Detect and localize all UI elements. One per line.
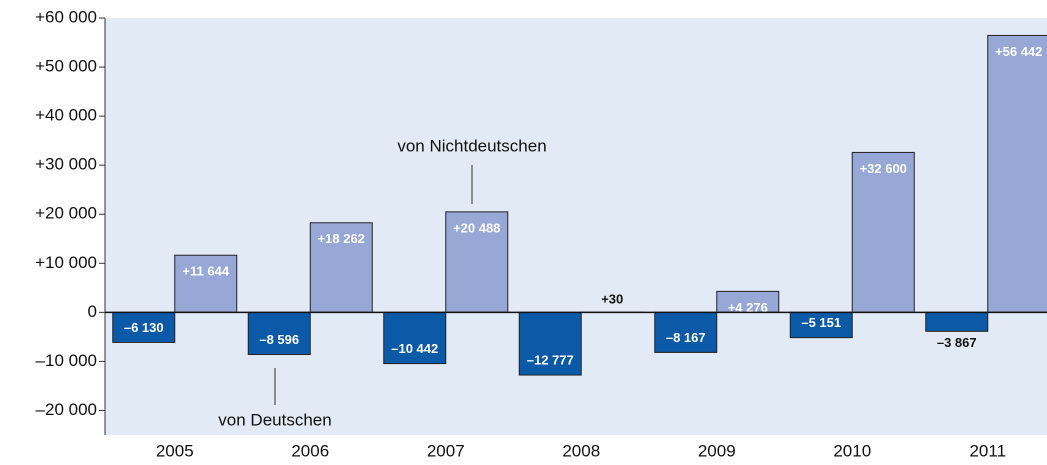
value-label: –5 151 (801, 315, 841, 330)
value-label: –12 777 (527, 352, 574, 367)
value-label: +20 488 (453, 220, 500, 235)
value-label: –10 442 (391, 341, 438, 356)
bar (112, 311, 176, 343)
value-label: +30 (601, 292, 623, 307)
y-tick-label: 0 (88, 302, 97, 321)
value-label: +11 644 (182, 264, 229, 279)
y-tick-label: +20 000 (35, 204, 97, 223)
value-label: –3 867 (937, 335, 977, 350)
bar (247, 311, 311, 356)
value-label: –8 596 (259, 332, 299, 347)
value-label: +4 276 (728, 300, 768, 315)
x-tick-label: 2011 (969, 441, 1006, 460)
y-tick-label: –20 000 (36, 400, 97, 419)
bar (925, 311, 989, 332)
bar (383, 311, 447, 365)
x-tick-label: 2007 (427, 441, 465, 460)
value-label: +32 600 (860, 161, 907, 176)
x-tick-label: 2010 (833, 441, 871, 460)
value-label: +18 262 (318, 231, 365, 246)
value-label: +56 442 (995, 44, 1042, 59)
y-tick-label: +30 000 (35, 155, 97, 174)
x-tick-label: 2005 (156, 441, 194, 460)
x-tick-label: 2006 (291, 441, 329, 460)
y-tick-label: +40 000 (35, 106, 97, 125)
series-annotation: von Nichtdeutschen (397, 136, 546, 155)
bar (654, 311, 718, 353)
value-label: –6 130 (124, 320, 164, 335)
y-tick-label: –10 000 (36, 351, 97, 370)
value-label: –8 167 (666, 330, 706, 345)
y-tick-label: +60 000 (35, 7, 97, 26)
series-annotation: von Deutschen (218, 410, 331, 429)
bar (789, 311, 853, 339)
bar (851, 151, 915, 313)
x-tick-label: 2009 (698, 441, 736, 460)
y-tick-label: +50 000 (35, 57, 97, 76)
bar (987, 34, 1047, 313)
bar (518, 311, 582, 376)
y-tick-label: +10 000 (35, 253, 97, 272)
x-tick-label: 2008 (562, 441, 600, 460)
